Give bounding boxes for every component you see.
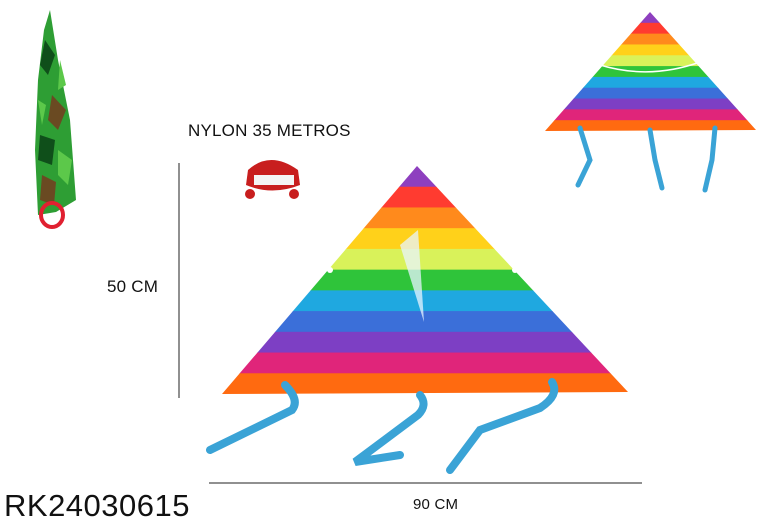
kite-stripe bbox=[545, 76, 756, 89]
kite-stripe bbox=[222, 228, 628, 250]
kite-stripe bbox=[222, 248, 628, 271]
kite-stripe bbox=[222, 269, 628, 291]
kite-secondary-tails bbox=[575, 125, 718, 193]
kite-stripe bbox=[222, 311, 628, 333]
width-label: 90 CM bbox=[413, 496, 459, 513]
height-label: 50 CM bbox=[107, 277, 159, 296]
product-code: RK24030615 bbox=[4, 488, 190, 523]
kite-stripe bbox=[545, 44, 756, 56]
kite-stripe bbox=[222, 290, 628, 312]
line-length-label: NYLON 35 METROS bbox=[188, 121, 351, 140]
kite-stripe bbox=[545, 109, 756, 121]
kite-stripe bbox=[545, 98, 756, 110]
kite-bag bbox=[35, 10, 76, 229]
kite-stripe bbox=[545, 55, 756, 67]
kite-secondary bbox=[545, 12, 756, 131]
kite-stripe bbox=[222, 352, 628, 374]
kite-stripe bbox=[545, 33, 756, 45]
kite-stripe bbox=[545, 12, 756, 24]
kite-stripe bbox=[222, 331, 628, 354]
kite-stripe bbox=[545, 22, 756, 35]
kite-main bbox=[222, 166, 628, 394]
kite-stripe bbox=[222, 186, 628, 208]
line-reel bbox=[245, 160, 300, 199]
kite-stripe bbox=[222, 373, 628, 394]
kite-stripe bbox=[222, 207, 628, 229]
kite-main-tails bbox=[206, 378, 559, 474]
kite-stripe bbox=[545, 87, 756, 100]
kite-stripe bbox=[545, 120, 756, 131]
